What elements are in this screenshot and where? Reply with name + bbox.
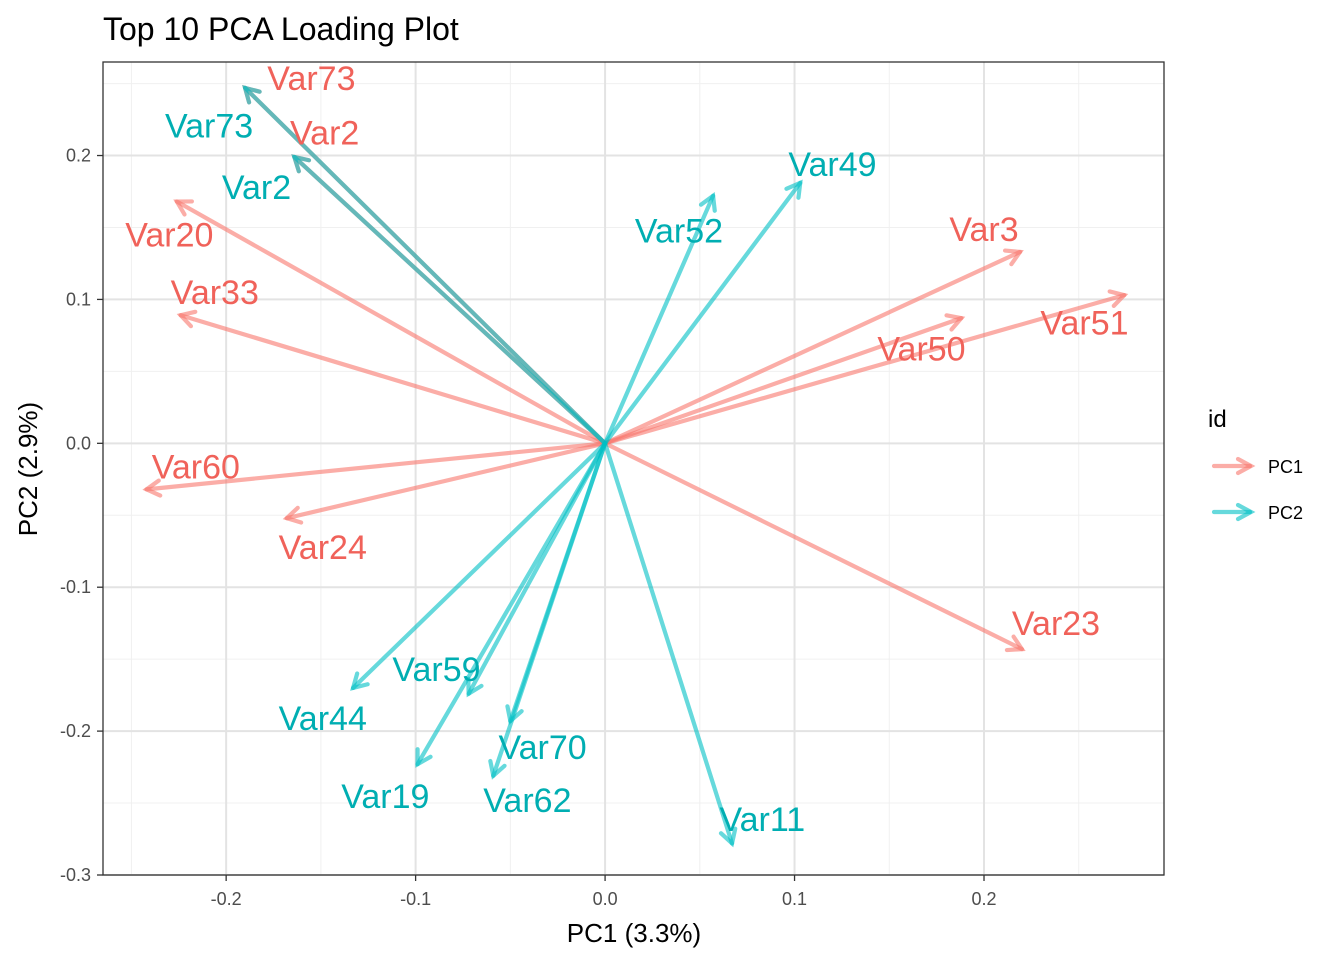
x-tick-label: -0.2 — [211, 889, 242, 909]
pc1-label-var50: Var50 — [877, 330, 965, 368]
pc2-arrow-var49 — [602, 179, 803, 446]
pc2-label-var49: Var49 — [788, 146, 876, 184]
pc1-label-var33: Var33 — [171, 274, 259, 312]
pc1-label-var20: Var20 — [125, 217, 213, 255]
arrow-head — [282, 505, 304, 525]
pc1-arrow-var50 — [602, 313, 966, 446]
arrow-head — [291, 154, 312, 174]
pc2-arrow-var2 — [291, 154, 608, 446]
arrow-head — [488, 758, 507, 780]
arrow-head — [1004, 634, 1026, 653]
pc2-label-var11: Var11 — [719, 801, 805, 839]
pc1-label-var2: Var2 — [290, 115, 359, 153]
x-tick-label: 0.1 — [782, 889, 807, 909]
legend-title: id — [1208, 406, 1227, 433]
arrow-shaft — [602, 249, 1023, 446]
y-tick-label: 0.0 — [66, 433, 91, 453]
pc2-label-var73: Var73 — [165, 107, 253, 145]
pc2-label-var2: Var2 — [222, 169, 291, 207]
pc2-arrow-var19 — [415, 441, 608, 768]
pc2-arrows — [242, 84, 803, 848]
arrow-shaft — [178, 313, 608, 446]
y-axis-ticks: -0.3 -0.2 -0.1 0.0 0.1 0.2 — [60, 146, 103, 885]
arrow-head — [415, 747, 433, 768]
pc1-arrow-var23 — [602, 441, 1026, 653]
legend: id PC1 PC2 — [1208, 406, 1303, 523]
x-axis-title: PC1 (3.3%) — [567, 918, 701, 948]
pc1-label-var73: Var73 — [267, 60, 355, 98]
arrow-head — [173, 199, 194, 217]
pc1-label-var51: Var51 — [1040, 304, 1128, 342]
arrow-head — [142, 478, 163, 498]
minor-gridlines — [103, 62, 1164, 875]
arrow-head — [698, 191, 717, 213]
arrow-head — [242, 84, 262, 105]
arrow-head — [350, 671, 370, 691]
y-tick-label: -0.3 — [60, 865, 91, 885]
arrow-shaft — [144, 441, 608, 492]
y-tick-label: 0.1 — [66, 289, 91, 309]
pc1-label-var60: Var60 — [152, 448, 240, 486]
arrow-shaft — [602, 293, 1127, 446]
pc1-arrow-var20 — [173, 199, 608, 446]
arrow-head — [1107, 289, 1129, 308]
arrow-shaft — [602, 193, 716, 446]
arrow-shaft — [350, 441, 608, 691]
arrow-shaft — [602, 180, 803, 446]
pc1-label-var3: Var3 — [949, 211, 1018, 249]
arrow-head — [466, 676, 484, 698]
pc2-arrow-var11 — [602, 441, 738, 848]
pc2-label-var44: Var44 — [279, 700, 367, 738]
arrow-shaft — [415, 441, 608, 767]
pc1-arrow-var60 — [142, 441, 608, 498]
pc1-label-var23: Var23 — [1012, 605, 1100, 643]
legend-entries: PC1 PC2 — [1211, 456, 1303, 523]
arrow-head — [176, 309, 198, 329]
pc2-arrow-var73 — [242, 84, 608, 446]
pc1-label-var24: Var24 — [279, 529, 367, 567]
arrow-shaft — [602, 441, 735, 846]
pc2-label-var19: Var19 — [341, 778, 429, 816]
pc2-arrow-var52 — [602, 191, 717, 446]
pc2-arrow-var62 — [488, 441, 608, 780]
arrow-shaft — [292, 154, 608, 446]
arrow-head — [1002, 248, 1024, 267]
legend-label: PC2 — [1268, 503, 1303, 523]
arrow-shaft — [491, 441, 608, 778]
pc2-label-var52: Var52 — [635, 212, 723, 250]
pc2-label-var62: Var62 — [483, 782, 571, 820]
pc1-arrow-var3 — [602, 248, 1024, 446]
y-tick-label: -0.1 — [60, 577, 91, 597]
legend-label: PC1 — [1268, 457, 1303, 477]
pc2-label-var59: Var59 — [392, 651, 480, 689]
x-tick-label: 0.0 — [593, 889, 618, 909]
arrow-shaft — [242, 85, 608, 446]
chart-title: Top 10 PCA Loading Plot — [103, 11, 459, 47]
y-tick-label: 0.2 — [66, 146, 91, 166]
arrow-shaft — [174, 199, 608, 446]
x-tick-label: 0.2 — [971, 889, 996, 909]
arrow-head — [784, 179, 803, 200]
y-tick-label: -0.2 — [60, 721, 91, 741]
legend-entry-pc1: PC1 — [1211, 456, 1303, 477]
legend-key-head — [1235, 456, 1256, 476]
arrow-head — [718, 826, 738, 848]
pc1-arrow-var24 — [282, 441, 608, 525]
legend-key-head — [1235, 502, 1256, 522]
pc1-arrow-var33 — [176, 309, 608, 446]
x-tick-label: -0.1 — [400, 889, 431, 909]
legend-entry-pc2: PC2 — [1211, 502, 1303, 523]
arrow-shaft — [602, 316, 964, 446]
y-axis-title: PC2 (2.9%) — [13, 402, 43, 536]
arrow-labels: Var73Var2Var20Var33Var60Var24Var3Var50Va… — [125, 60, 1128, 839]
x-axis-ticks: -0.2 -0.1 0.0 0.1 0.2 — [211, 875, 997, 909]
arrow-head — [944, 313, 966, 332]
pc2-arrow-var44 — [350, 441, 608, 691]
arrow-shaft — [284, 441, 608, 521]
panel-border — [102, 61, 1165, 876]
arrow-shaft — [602, 441, 1025, 652]
pc1-arrow-var51 — [602, 289, 1129, 446]
pc2-label-var70: Var70 — [498, 729, 586, 767]
